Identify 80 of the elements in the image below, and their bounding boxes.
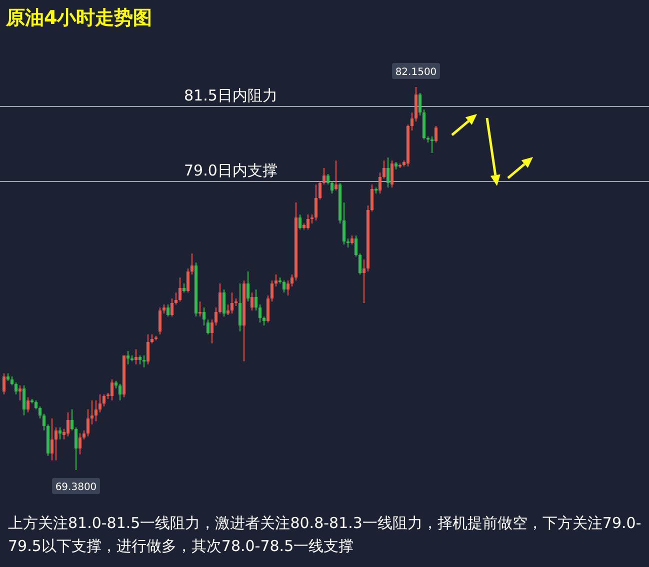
candlestick — [170, 298, 174, 317]
annotation: 82.1500 — [395, 67, 437, 78]
annotation: 69.3800 — [55, 482, 97, 493]
candlestick — [118, 383, 122, 401]
candlestick — [222, 288, 226, 317]
candlestick — [14, 382, 18, 395]
candlestick — [54, 426, 58, 461]
candlestick — [202, 306, 206, 326]
candlestick — [134, 348, 138, 365]
candlestick — [190, 252, 194, 275]
candlestick — [386, 156, 390, 188]
ref-line-label: 81.5日内阻力 — [184, 86, 278, 104]
candlestick — [38, 406, 42, 419]
candlestick — [206, 318, 210, 335]
candlestick — [86, 408, 90, 437]
candlestick — [158, 306, 162, 335]
candlestick — [330, 180, 334, 194]
candlestick — [126, 350, 130, 365]
candlestick — [174, 292, 178, 305]
candlestick — [214, 306, 218, 326]
text: 上方关注81.0-81.5一线阻力，激进者关注80.8-81.3一线阻力，择机提前做空，下方关注79.0-79.5以下支撑，进行做多，其次78.0-78.5一线支撑 — [8, 513, 642, 557]
candlestick — [238, 282, 242, 332]
candlestick — [358, 252, 362, 275]
candlestick — [2, 372, 6, 395]
candlestick — [58, 426, 62, 440]
candlestick — [42, 413, 46, 431]
candlestick — [94, 400, 98, 422]
candlestick — [282, 280, 286, 293]
candlestick — [246, 270, 250, 302]
candlestick — [390, 160, 394, 188]
candlestick — [26, 396, 30, 413]
candlestick — [290, 274, 294, 287]
candlestick — [418, 92, 422, 116]
candlestick — [178, 276, 182, 302]
candlestick — [70, 408, 74, 431]
candlestick — [218, 282, 222, 314]
candlestick — [74, 426, 78, 470]
candlestick — [370, 184, 374, 212]
candlestick — [50, 418, 54, 461]
candlestick — [430, 136, 434, 154]
candlestick — [258, 304, 262, 323]
candlestick — [166, 304, 170, 317]
candlestick — [306, 214, 310, 230]
candlestick — [66, 412, 70, 437]
candlestick — [414, 86, 418, 122]
ref-line-label: 79.0日内支撑 — [184, 161, 278, 180]
candlestick — [230, 292, 234, 314]
candlestick — [326, 173, 330, 185]
candlestick — [342, 202, 346, 245]
candlestick — [286, 280, 290, 296]
candlestick — [102, 394, 106, 407]
candlestick — [322, 167, 326, 185]
candlestick — [22, 384, 26, 416]
candlestick — [362, 258, 366, 304]
candlestick — [110, 378, 114, 401]
chart-title: 原油4小时走势图 — [5, 7, 152, 29]
candlestick — [210, 318, 214, 344]
candlestick — [78, 432, 82, 455]
candlestick — [378, 172, 382, 194]
candlestick — [90, 400, 94, 425]
candlestick — [266, 294, 270, 323]
candlestick — [410, 112, 414, 131]
candlestick — [198, 300, 202, 317]
candlestick — [142, 354, 146, 368]
candlestick — [146, 334, 150, 365]
candlestick — [318, 180, 322, 200]
candlestick — [334, 160, 338, 191]
candlestick — [254, 288, 258, 311]
candlestick — [274, 274, 278, 287]
candlestick — [98, 394, 102, 413]
candlestick — [226, 304, 230, 316]
candlestick — [354, 234, 358, 257]
candlestick — [314, 184, 318, 221]
candlestick — [270, 280, 274, 302]
candlestick — [298, 214, 302, 230]
candlestick — [382, 160, 386, 179]
candlestick — [250, 292, 254, 311]
candlestick — [18, 384, 22, 401]
candlestick — [186, 268, 190, 293]
candlestick — [434, 125, 438, 143]
